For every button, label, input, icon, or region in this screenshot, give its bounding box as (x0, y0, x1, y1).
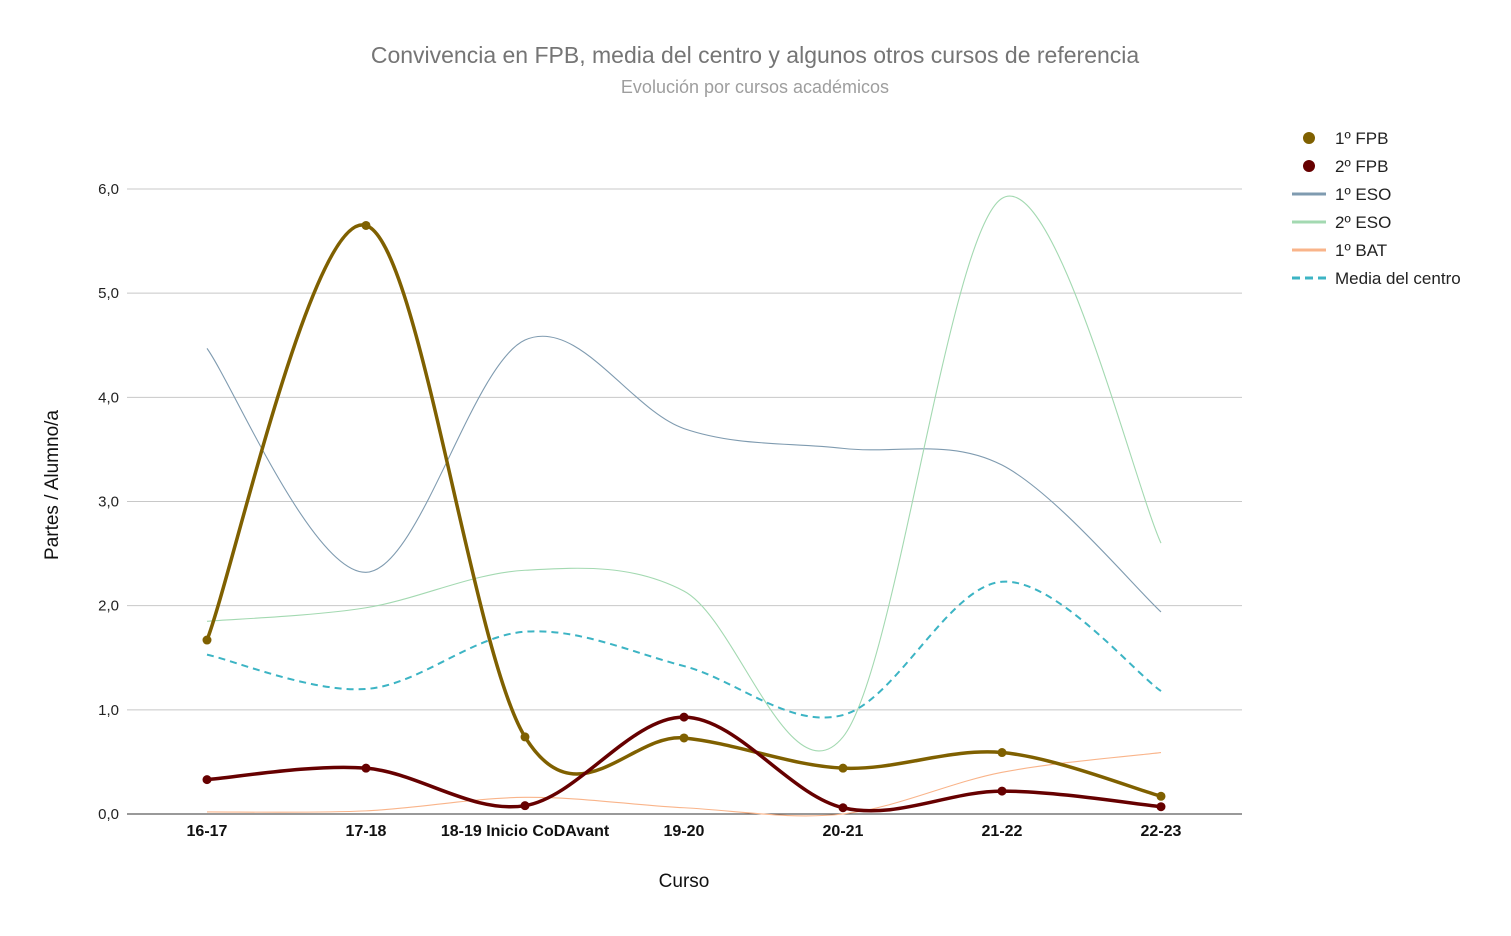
data-point (361, 220, 371, 230)
series-line-1-eso (206, 335, 1162, 613)
y-tick-label: 4,0 (98, 389, 119, 406)
data-point (1156, 791, 1166, 801)
series-1-bat (206, 751, 1162, 817)
data-point (361, 763, 371, 773)
data-point (838, 763, 848, 773)
data-point (997, 748, 1007, 758)
legend-label: 2º ESO (1335, 213, 1391, 232)
legend: 1º FPB 2º FPB 1º ESO 2º ESO 1º BAT Media del … (1292, 129, 1461, 288)
legend-label: 1º ESO (1335, 185, 1391, 204)
y-tick-label: 3,0 (98, 494, 119, 511)
legend-item-media-del-centro: Media del centro (1292, 269, 1461, 288)
data-point (679, 712, 689, 722)
series-line-1-bat (206, 751, 1162, 817)
x-tick-label: 21-22 (982, 823, 1023, 840)
x-tick-label: 20-21 (823, 823, 864, 840)
series-2-eso (206, 195, 1162, 752)
legend-item-2-eso: 2º ESO (1292, 213, 1391, 232)
legend-item-2-fpb: 2º FPB (1303, 157, 1388, 176)
y-tick-label: 1,0 (98, 702, 119, 719)
data-point (1156, 802, 1166, 812)
series-media-del-centro (206, 580, 1162, 719)
legend-item-1-eso: 1º ESO (1292, 185, 1391, 204)
series-1-fpb (202, 220, 1166, 801)
data-point (202, 635, 212, 645)
x-tick-label: 18-19 Inicio CoDAvant (441, 823, 610, 840)
data-point (838, 803, 848, 813)
y-axis-ticks: 0,0 1,0 2,0 3,0 4,0 5,0 6,0 (98, 181, 119, 823)
legend-label: 2º FPB (1335, 157, 1388, 176)
data-point (202, 775, 212, 785)
series-2-fpb (202, 712, 1166, 813)
series-1-eso (206, 335, 1162, 613)
chart-subtitle: Evolución por cursos académicos (621, 77, 889, 97)
y-axis-label: Partes / Alumno/a (42, 410, 63, 560)
data-point (520, 801, 530, 811)
data-point (679, 733, 689, 743)
y-tick-label: 5,0 (98, 285, 119, 302)
legend-label: 1º BAT (1335, 241, 1387, 260)
series-line-2-eso (206, 195, 1162, 752)
chart-title: Convivencia en FPB, media del centro y a… (371, 42, 1140, 68)
legend-item-1-bat: 1º BAT (1292, 241, 1387, 260)
legend-label: Media del centro (1335, 269, 1461, 288)
x-tick-label: 22-23 (1141, 823, 1182, 840)
data-point (997, 786, 1007, 796)
data-point (520, 732, 530, 742)
x-tick-label: 19-20 (664, 823, 705, 840)
y-tick-label: 2,0 (98, 598, 119, 615)
x-axis-label: Curso (659, 871, 710, 892)
series-line-1-fpb (205, 223, 1162, 798)
legend-marker (1303, 132, 1315, 144)
legend-label: 1º FPB (1335, 129, 1388, 148)
y-tick-label: 0,0 (98, 806, 119, 823)
x-tick-label: 16-17 (187, 823, 228, 840)
legend-marker (1303, 160, 1315, 172)
x-tick-label: 17-18 (346, 823, 387, 840)
legend-item-1-fpb: 1º FPB (1303, 129, 1388, 148)
y-tick-label: 6,0 (98, 181, 119, 198)
series-line-media-del-centro (206, 580, 1162, 719)
x-axis-ticks: 16-17 17-18 18-19 Inicio CoDAvant 19-20 20-2… (187, 823, 1182, 840)
series-layer (202, 195, 1166, 817)
series-line-2-fpb (206, 715, 1162, 813)
